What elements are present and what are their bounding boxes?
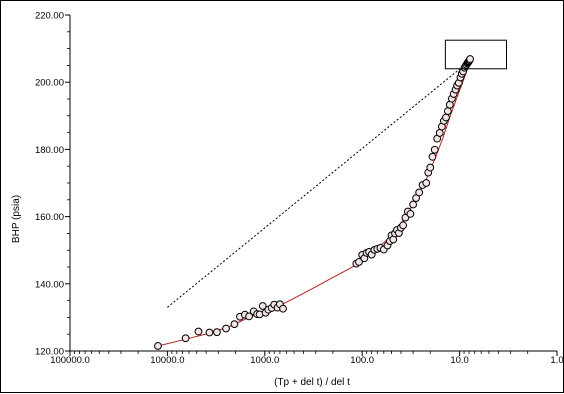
y-tick-label: 120.00 xyxy=(35,347,64,358)
data-point xyxy=(430,145,439,154)
x-tick-label: 10000.0 xyxy=(150,355,184,366)
data-point xyxy=(422,179,431,187)
data-point xyxy=(428,152,437,161)
data-point xyxy=(222,324,230,333)
x-tick-label: 1.0 xyxy=(550,355,563,366)
y-tick-label: 140.00 xyxy=(35,279,64,290)
x-tick-label: 10.0 xyxy=(450,355,469,366)
data-point xyxy=(409,200,418,209)
y-tick-label: 220.00 xyxy=(35,11,64,22)
data-point xyxy=(154,342,162,350)
fit-line xyxy=(157,60,471,347)
x-tick-label: 1000.0 xyxy=(250,355,279,366)
x-tick-label: 100000.0 xyxy=(50,355,90,366)
data-point xyxy=(426,163,435,172)
data-point xyxy=(245,312,253,321)
data-point xyxy=(355,258,363,266)
y-axis-title: BHP (psia) xyxy=(11,195,22,243)
data-point xyxy=(443,107,452,115)
data-point xyxy=(399,221,408,230)
x-tick-label: 100.0 xyxy=(350,355,374,366)
x-axis-title: (Tp + del t) / del t xyxy=(274,377,350,388)
data-point xyxy=(466,55,475,63)
y-tick-label: 160.00 xyxy=(35,212,64,223)
data-point xyxy=(258,302,267,310)
data-point xyxy=(213,328,221,337)
y-tick-label: 180.00 xyxy=(35,145,64,156)
data-point xyxy=(415,188,424,197)
y-tick-label: 200.00 xyxy=(35,78,64,89)
data-point xyxy=(406,210,415,218)
data-point xyxy=(194,327,203,336)
data-point xyxy=(230,320,239,329)
annotation-box xyxy=(444,39,507,70)
data-point xyxy=(181,334,190,343)
data-point xyxy=(435,129,444,137)
data-point xyxy=(442,113,450,122)
data-point xyxy=(279,304,287,313)
data-point xyxy=(205,328,214,337)
